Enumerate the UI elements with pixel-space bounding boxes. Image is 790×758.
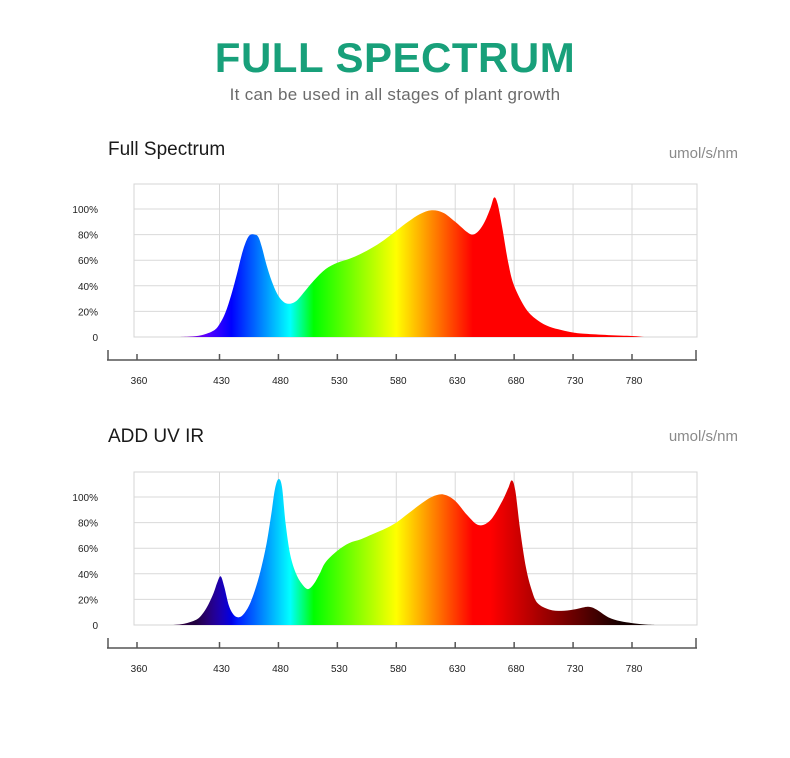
x-tick-label: 530 (331, 664, 348, 675)
x-tick-label: 780 (626, 376, 643, 387)
x-tick-label: 360 (131, 376, 148, 387)
chart-title-add-uv-ir: ADD UV IR (108, 426, 205, 447)
add-uv-ir-chart: 0 20% 40% 60% 80% 100% 360 430 480 530 580 630 680 73… (72, 471, 698, 675)
y-tick-label: 0 (92, 621, 98, 632)
page-title: FULL SPECTRUM (214, 34, 576, 81)
page-subtitle: It can be used in all stages of plant gr… (229, 85, 561, 104)
y-tick-label: 60% (78, 544, 98, 555)
chart-title-full-spectrum: Full Spectrum (108, 139, 226, 160)
x-tick-label: 580 (390, 664, 407, 675)
x-tick-label: 630 (449, 376, 466, 387)
spectrum-area (178, 197, 644, 337)
y-tick-label: 40% (78, 570, 98, 581)
x-tick-label: 780 (626, 664, 643, 675)
y-tick-label: 0 (92, 333, 98, 344)
y-tick-label: 20% (78, 595, 98, 606)
y-tick-label: 60% (78, 256, 98, 267)
y-tick-label: 80% (78, 231, 98, 242)
x-tick-label: 530 (331, 376, 348, 387)
x-tick-label: 580 (390, 376, 407, 387)
x-tick-label: 630 (449, 664, 466, 675)
y-tick-label: 40% (78, 282, 98, 293)
unit-label: umol/s/nm (668, 428, 738, 445)
x-tick-label: 360 (131, 664, 148, 675)
y-tick-label: 100% (72, 493, 98, 504)
y-tick-label: 100% (72, 205, 98, 216)
full-spectrum-chart: 0 20% 40% 60% 80% 100% 360 430 480 530 580 630 680 73… (72, 183, 698, 387)
spectrum-area (172, 478, 656, 625)
x-tick-label: 730 (567, 664, 584, 675)
x-tick-label: 680 (508, 376, 525, 387)
unit-label: umol/s/nm (668, 145, 738, 162)
x-tick-label: 430 (213, 664, 230, 675)
y-tick-label: 20% (78, 307, 98, 318)
x-tick-label: 730 (567, 376, 584, 387)
x-tick-label: 480 (272, 664, 289, 675)
x-tick-label: 430 (213, 376, 230, 387)
x-tick-label: 680 (508, 664, 525, 675)
y-tick-label: 80% (78, 519, 98, 530)
x-tick-label: 480 (272, 376, 289, 387)
